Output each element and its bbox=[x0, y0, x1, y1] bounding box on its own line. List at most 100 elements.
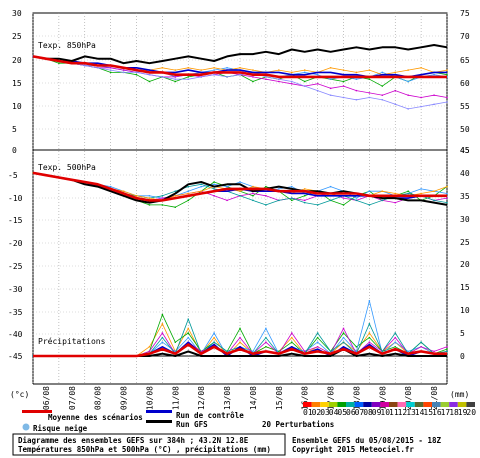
t500-point bbox=[239, 190, 241, 192]
t850-point bbox=[187, 76, 189, 78]
t500-point bbox=[329, 185, 332, 188]
perturbation-number: 18 bbox=[449, 408, 459, 417]
left-unit-label: (°c) bbox=[10, 390, 29, 399]
perturbation-number: 13 bbox=[406, 408, 416, 417]
perturbation-swatch bbox=[466, 402, 475, 407]
t850-point bbox=[407, 80, 409, 83]
legend: Moyenne des scénarios Run de contrôle Ru… bbox=[22, 402, 476, 433]
t850-point bbox=[291, 71, 293, 74]
precip-point bbox=[200, 350, 202, 353]
t850-point bbox=[174, 80, 177, 83]
left-tick-500: -10 bbox=[8, 194, 23, 203]
t850-point bbox=[252, 76, 254, 78]
t850-point bbox=[446, 96, 448, 99]
panel-850-frame bbox=[32, 12, 448, 151]
precip-point bbox=[291, 336, 293, 339]
t850-point bbox=[329, 67, 332, 69]
t500-point bbox=[433, 190, 435, 192]
t850-point bbox=[355, 71, 358, 74]
t850-point bbox=[187, 78, 189, 80]
precip-point bbox=[239, 336, 241, 339]
perturbation-number: 02 bbox=[312, 408, 322, 417]
perturbation-swatch bbox=[440, 402, 450, 407]
t850-point bbox=[135, 73, 138, 76]
footer-copyright: Copyright 2015 Meteociel.fr bbox=[292, 445, 414, 454]
precip-point bbox=[213, 332, 215, 334]
perturbation-swatch bbox=[406, 402, 415, 407]
precip-point bbox=[174, 350, 177, 353]
t850-point bbox=[213, 73, 215, 76]
t500-point bbox=[213, 181, 215, 183]
t500-point bbox=[303, 201, 306, 204]
t850-point bbox=[161, 67, 164, 69]
t850-point bbox=[368, 69, 371, 71]
t850-point bbox=[394, 89, 396, 92]
precip-point bbox=[420, 346, 422, 348]
t500-point bbox=[316, 204, 319, 206]
t500-point bbox=[278, 199, 280, 202]
t850-point bbox=[342, 80, 345, 83]
date-label: 20/08 bbox=[404, 386, 413, 410]
t850-point bbox=[381, 71, 384, 74]
date-label: 16/08 bbox=[301, 386, 310, 410]
precip-point bbox=[161, 313, 164, 316]
right-tick-850: 70 bbox=[460, 32, 470, 41]
precip-point bbox=[446, 346, 448, 348]
legend-control-label: Run de contrôle bbox=[176, 411, 244, 420]
date-label: 13/08 bbox=[223, 386, 232, 410]
t850-point bbox=[291, 80, 293, 83]
t850-point bbox=[32, 55, 34, 58]
t850-point bbox=[342, 96, 345, 99]
t850-point bbox=[174, 69, 177, 71]
precip-point bbox=[239, 341, 241, 343]
t850-point bbox=[433, 73, 435, 76]
date-label: 15/08 bbox=[275, 386, 284, 410]
left-tick-850: 10 bbox=[12, 102, 22, 111]
footer-run: Ensemble GEFS du 05/08/2015 - 18Z bbox=[292, 436, 441, 445]
t500-point bbox=[187, 190, 189, 192]
precip-point bbox=[446, 350, 448, 353]
t500-point bbox=[291, 197, 293, 199]
t500-point bbox=[32, 172, 34, 174]
precip-point bbox=[174, 341, 177, 343]
t850-point bbox=[226, 76, 228, 78]
left-tick-850: 30 bbox=[12, 9, 22, 18]
right-tick-500: 45 bbox=[460, 146, 470, 155]
left-tick-850: 5 bbox=[12, 125, 17, 134]
t850-point bbox=[226, 67, 228, 69]
t850-point bbox=[355, 89, 358, 92]
date-label: 11/08 bbox=[171, 386, 180, 410]
perturbation-swatch bbox=[423, 402, 432, 407]
perturbation-swatch bbox=[457, 402, 467, 407]
grid-lines bbox=[32, 13, 448, 384]
t500-point bbox=[446, 192, 448, 195]
t850-point bbox=[407, 69, 409, 71]
t850-point bbox=[446, 69, 448, 71]
date-label: 19/08 bbox=[378, 386, 387, 410]
t500-point bbox=[174, 195, 177, 197]
precip-point bbox=[394, 341, 396, 343]
date-axis-labels: 06/08 07/08 08/08 09/08 10/08 11/08 12/08 13/08… bbox=[42, 386, 439, 410]
precip-point bbox=[368, 323, 371, 325]
precip-mean-line bbox=[33, 343, 447, 358]
precip-point bbox=[265, 327, 267, 330]
t500-point bbox=[407, 192, 409, 195]
t850-point bbox=[291, 83, 293, 85]
t500-point bbox=[239, 195, 241, 197]
precip-point bbox=[148, 346, 151, 348]
t500-point bbox=[239, 181, 241, 183]
legend-gfs-label: Run GFS bbox=[176, 420, 208, 429]
t850-point bbox=[303, 80, 306, 83]
legend-perturbations-label: 20 Perturbations bbox=[262, 420, 334, 429]
t850-point bbox=[433, 94, 435, 96]
snow-risk-dot bbox=[22, 423, 30, 431]
t850-point bbox=[213, 69, 215, 71]
t500-point bbox=[420, 192, 422, 195]
t850-point bbox=[109, 71, 112, 74]
t850-point bbox=[109, 67, 112, 69]
precip-point bbox=[161, 341, 164, 343]
perturbation-swatch bbox=[346, 402, 355, 407]
date-label: 12/08 bbox=[197, 386, 206, 410]
t500-point bbox=[291, 185, 293, 188]
precip-point bbox=[161, 336, 164, 339]
